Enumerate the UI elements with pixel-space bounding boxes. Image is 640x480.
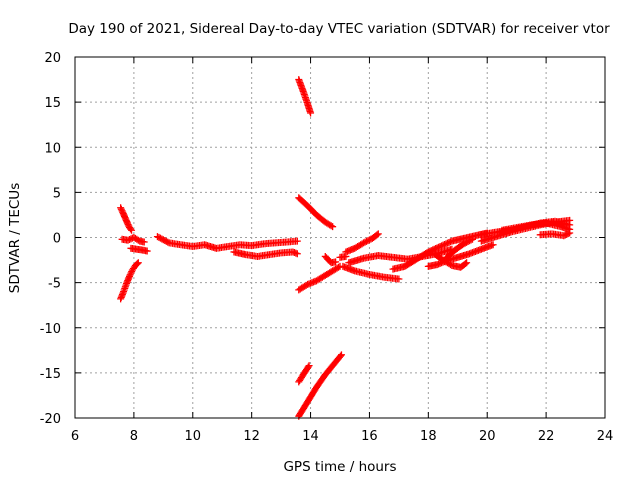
x-tick-label: 8 [130, 429, 138, 444]
plot-frame [74, 56, 606, 419]
data-point [337, 351, 345, 359]
data-point [329, 223, 337, 231]
data-point [143, 247, 151, 255]
data-point [128, 226, 136, 234]
axis-ticks: 6 8 10 12 14 16 18 20 22 24 -20 -15 -10 -5 0 5 10 15 20 [40, 51, 614, 444]
data-point [133, 260, 141, 268]
data-point [117, 204, 125, 212]
data-point [140, 238, 148, 246]
data-point [374, 230, 382, 238]
data-point [332, 258, 340, 266]
x-tick-label: 16 [361, 429, 378, 444]
y-tick-label: 0 [53, 232, 61, 247]
y-tick-label: 10 [44, 141, 61, 156]
data-point [124, 221, 132, 229]
data-point [305, 362, 313, 370]
data-point [117, 205, 125, 213]
data-point [467, 236, 475, 244]
data-point [489, 241, 497, 249]
data-point [304, 363, 312, 371]
data-point [125, 272, 133, 280]
data-point [463, 259, 471, 267]
x-tick-label: 20 [479, 429, 496, 444]
x-tick-label: 18 [420, 429, 437, 444]
chart-title: Day 190 of 2021, Sidereal Day-to-day VTE… [68, 21, 610, 37]
data-point [127, 269, 135, 277]
y-tick-label: -10 [40, 322, 61, 337]
data-point [373, 231, 381, 239]
y-tick-label: -20 [40, 412, 61, 427]
data-point [126, 271, 134, 279]
y-tick-label: 20 [44, 51, 61, 66]
grid [75, 57, 605, 418]
data-point [134, 259, 142, 267]
data-point [469, 235, 476, 243]
y-tick-label: 15 [44, 96, 61, 111]
data-point [293, 250, 301, 258]
x-tick-label: 24 [597, 429, 614, 444]
y-tick-label: -5 [48, 277, 61, 292]
x-tick-label: 22 [538, 429, 555, 444]
data-points [117, 76, 574, 420]
data-point [336, 352, 344, 360]
y-tick-label: -15 [40, 367, 61, 382]
x-axis-title: GPS time / hours [283, 459, 396, 475]
x-tick-label: 10 [185, 429, 202, 444]
y-axis-title: SDTVAR / TECUs [7, 183, 23, 293]
y-tick-label: 5 [53, 186, 61, 201]
data-point [127, 225, 135, 233]
data-point [293, 237, 301, 245]
data-point [461, 260, 469, 268]
data-point [164, 238, 172, 246]
data-point [564, 230, 572, 238]
x-tick-label: 12 [243, 429, 260, 444]
data-point [307, 109, 315, 117]
data-point [395, 275, 403, 283]
x-tick-label: 14 [302, 429, 319, 444]
data-point [335, 263, 343, 271]
data-point [566, 229, 574, 237]
x-tick-label: 6 [71, 429, 79, 444]
data-point [123, 219, 131, 227]
data-point [327, 222, 335, 230]
